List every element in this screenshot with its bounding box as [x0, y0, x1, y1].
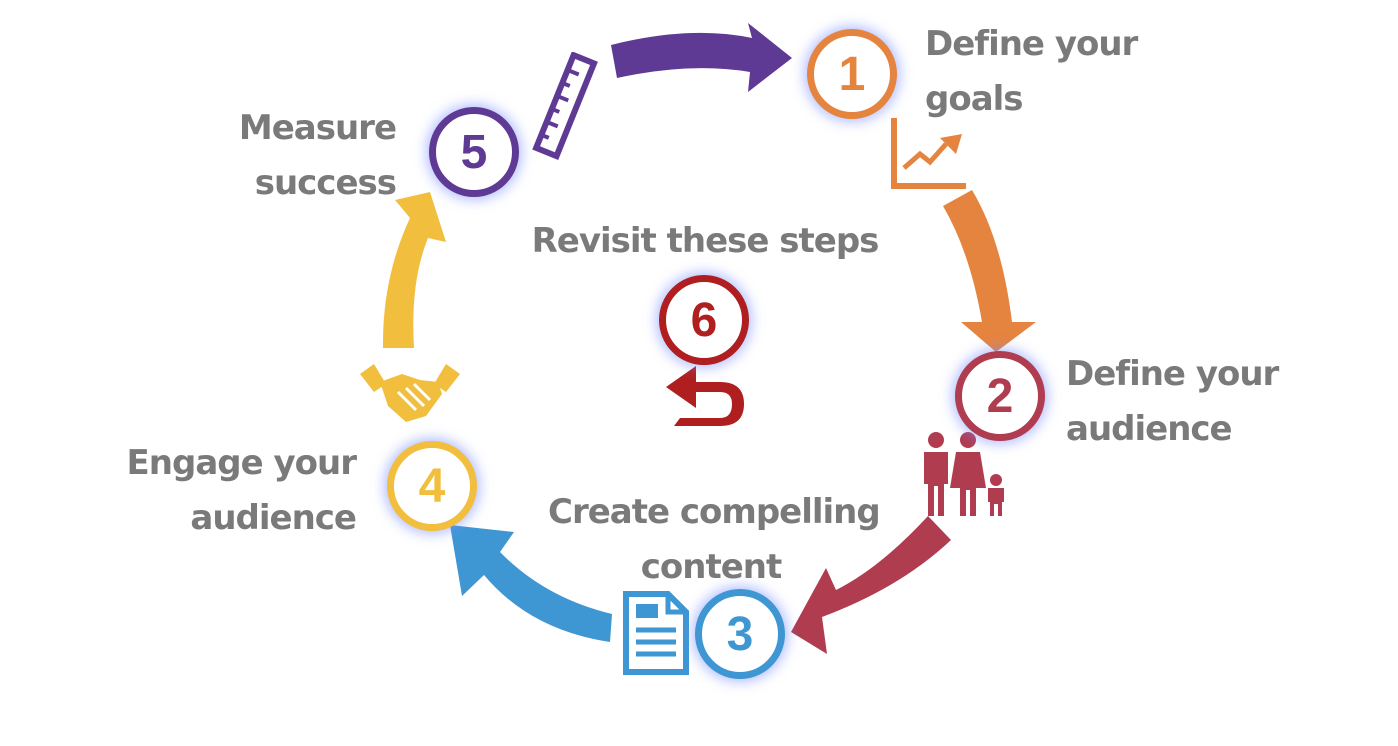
step-1-label: Define your goals: [925, 17, 1138, 127]
step-2-badge: 2: [955, 351, 1045, 441]
step-1-label-line2: goals: [925, 79, 1024, 119]
step-4-label: Engage your audience: [112, 436, 357, 546]
arrow-2-to-3: [791, 516, 951, 654]
step-3-label-line1: Create compelling: [548, 492, 881, 532]
step-6-label: Revisit these steps: [520, 214, 890, 269]
step-2-label: Define your audience: [1066, 347, 1279, 457]
step-1-label-line1: Define your: [925, 24, 1138, 64]
arrow-5-to-1: [611, 23, 792, 92]
step-4-label-line1: Engage your: [126, 443, 357, 483]
step-5-badge: 5: [429, 107, 519, 197]
arrow-4-to-5: [382, 192, 446, 348]
step-1-badge: 1: [807, 29, 897, 119]
step-4-label-line2: audience: [190, 498, 357, 538]
arrow-3-to-4: [450, 525, 612, 642]
growth-chart-icon: [891, 118, 966, 189]
document-icon: [623, 591, 689, 675]
step-3-label: Create compelling content: [548, 485, 881, 595]
step-2-label-line1: Define your: [1066, 354, 1279, 394]
ruler-icon: [532, 52, 598, 160]
handshake-icon: [360, 364, 460, 422]
return-arrow-icon: [666, 366, 744, 426]
step-2-label-line2: audience: [1066, 409, 1233, 449]
step-4-badge: 4: [387, 441, 477, 531]
step-3-label-line2: content: [640, 547, 783, 587]
family-icon: [924, 432, 1004, 516]
step-5-label-line1: Measure: [238, 108, 397, 148]
step-3-badge: 3: [695, 589, 785, 679]
step-6-label-line1: Revisit these steps: [531, 221, 880, 261]
arrow-1-to-2: [943, 190, 1036, 352]
step-5-label: Measure success: [200, 101, 397, 211]
step-6-badge: 6: [659, 275, 749, 365]
step-5-label-line2: success: [254, 163, 397, 203]
